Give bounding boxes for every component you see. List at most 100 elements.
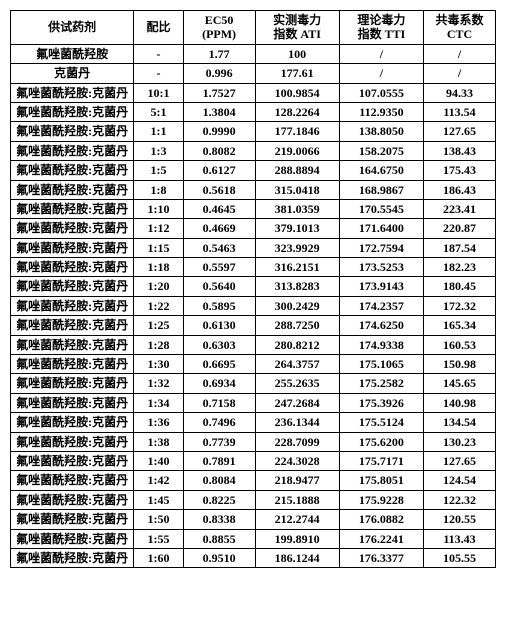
cell-drug: 氟唑菌酰羟胺:克菌丹: [11, 490, 134, 509]
cell-ec50: 0.7891: [183, 451, 255, 470]
cell-ati: 199.8910: [255, 529, 339, 548]
cell-ratio: 1:34: [134, 393, 183, 412]
table-row: 氟唑菌酰羟胺:克菌丹1:300.6695264.3757175.1065150.…: [11, 355, 496, 374]
cell-drug: 氟唑菌酰羟胺:克菌丹: [11, 141, 134, 160]
cell-ratio: 1:18: [134, 258, 183, 277]
cell-drug: 氟唑菌酰羟胺:克菌丹: [11, 199, 134, 218]
table-row: 氟唑菌酰羟胺:克菌丹1:600.9510186.1244176.3377105.…: [11, 548, 496, 567]
cell-ctc: 127.65: [424, 122, 496, 141]
cell-ati: 280.8212: [255, 335, 339, 354]
cell-ec50: 0.6695: [183, 355, 255, 374]
cell-ec50: 0.8855: [183, 529, 255, 548]
cell-tti: 173.5253: [339, 258, 423, 277]
table-row: 氟唑菌酰羟胺:克菌丹1:550.8855199.8910176.2241113.…: [11, 529, 496, 548]
cell-ec50: 0.4669: [183, 219, 255, 238]
cell-ati: 288.7250: [255, 316, 339, 335]
cell-ec50: 1.3804: [183, 102, 255, 121]
cell-tti: 175.6200: [339, 432, 423, 451]
cell-drug: 氟唑菌酰羟胺:克菌丹: [11, 374, 134, 393]
header-ratio: 配比: [134, 11, 183, 45]
table-row: 氟唑菌酰羟胺:克菌丹1:280.6303280.8212174.9338160.…: [11, 335, 496, 354]
cell-ati: 218.9477: [255, 471, 339, 490]
cell-ctc: 220.87: [424, 219, 496, 238]
header-tti: 理论毒力 指数 TTI: [339, 11, 423, 45]
cell-ati: 316.2151: [255, 258, 339, 277]
cell-tti: 172.7594: [339, 238, 423, 257]
cell-ati: 177.61: [255, 64, 339, 83]
cell-ratio: 1:50: [134, 510, 183, 529]
cell-ratio: 1:8: [134, 180, 183, 199]
cell-ati: 288.8894: [255, 161, 339, 180]
table-row: 氟唑菌酰羟胺:克菌丹1:200.5640313.8283173.9143180.…: [11, 277, 496, 296]
table-row: 氟唑菌酰羟胺:克菌丹1:500.8338212.2744176.0882120.…: [11, 510, 496, 529]
cell-ati: 255.2635: [255, 374, 339, 393]
cell-ratio: 1:55: [134, 529, 183, 548]
table-header: 供试药剂 配比 EC50 (PPM) 实测毒力 指数 ATI 理论毒力 指数 T…: [11, 11, 496, 45]
cell-ratio: 1:28: [134, 335, 183, 354]
cell-drug: 氟唑菌酰羟胺: [11, 44, 134, 63]
table-row: 氟唑菌酰羟胺:克菌丹1:400.7891224.3028175.7171127.…: [11, 451, 496, 470]
cell-ctc: 175.43: [424, 161, 496, 180]
cell-drug: 氟唑菌酰羟胺:克菌丹: [11, 219, 134, 238]
cell-ati: 300.2429: [255, 296, 339, 315]
header-tti-l1: 理论毒力: [357, 13, 405, 27]
cell-ec50: 0.8338: [183, 510, 255, 529]
header-ati-l1: 实测毒力: [273, 13, 321, 27]
table-row: 氟唑菌酰羟胺:克菌丹1:150.5463323.9929172.7594187.…: [11, 238, 496, 257]
cell-ctc: 122.32: [424, 490, 496, 509]
cell-tti: 175.2582: [339, 374, 423, 393]
cell-tti: 107.0555: [339, 83, 423, 102]
cell-ec50: 0.6130: [183, 316, 255, 335]
cell-tti: 158.2075: [339, 141, 423, 160]
cell-ratio: 1:60: [134, 548, 183, 567]
cell-ratio: 1:1: [134, 122, 183, 141]
cell-ratio: -: [134, 64, 183, 83]
cell-ratio: 1:5: [134, 161, 183, 180]
header-ctc-l2: CTC: [447, 27, 472, 41]
cell-ratio: 1:30: [134, 355, 183, 374]
cell-ec50: 1.7527: [183, 83, 255, 102]
cell-ctc: 145.65: [424, 374, 496, 393]
table-row: 氟唑菌酰羟胺:克菌丹10:11.7527100.9854107.055594.3…: [11, 83, 496, 102]
table-row: 氟唑菌酰羟胺:克菌丹1:360.7496236.1344175.5124134.…: [11, 413, 496, 432]
cell-ec50: 0.5463: [183, 238, 255, 257]
header-ati-l2: 指数 ATI: [273, 27, 320, 41]
table-row: 氟唑菌酰羟胺-1.77100//: [11, 44, 496, 63]
cell-ati: 215.1888: [255, 490, 339, 509]
table-row: 氟唑菌酰羟胺:克菌丹1:320.6934255.2635175.2582145.…: [11, 374, 496, 393]
cell-tti: 174.6250: [339, 316, 423, 335]
cell-tti: 175.8051: [339, 471, 423, 490]
cell-tti: 175.1065: [339, 355, 423, 374]
cell-ctc: /: [424, 64, 496, 83]
table-row: 氟唑菌酰羟胺:克菌丹1:10.9990177.1846138.8050127.6…: [11, 122, 496, 141]
cell-ctc: 113.54: [424, 102, 496, 121]
cell-tti: 175.7171: [339, 451, 423, 470]
cell-ati: 323.9929: [255, 238, 339, 257]
cell-ctc: 105.55: [424, 548, 496, 567]
cell-ec50: 0.8084: [183, 471, 255, 490]
cell-drug: 克菌丹: [11, 64, 134, 83]
cell-tti: 171.6400: [339, 219, 423, 238]
cell-ati: 100: [255, 44, 339, 63]
table-row: 氟唑菌酰羟胺:克菌丹5:11.3804128.2264112.9350113.5…: [11, 102, 496, 121]
cell-ec50: 0.8082: [183, 141, 255, 160]
cell-ec50: 1.77: [183, 44, 255, 63]
table-body: 氟唑菌酰羟胺-1.77100//克菌丹-0.996177.61//氟唑菌酰羟胺:…: [11, 44, 496, 568]
table-row: 氟唑菌酰羟胺:克菌丹1:30.8082219.0066158.2075138.4…: [11, 141, 496, 160]
cell-ratio: 1:3: [134, 141, 183, 160]
cell-ratio: 1:42: [134, 471, 183, 490]
cell-ec50: 0.7739: [183, 432, 255, 451]
cell-ati: 264.3757: [255, 355, 339, 374]
table-row: 氟唑菌酰羟胺:克菌丹1:220.5895300.2429174.2357172.…: [11, 296, 496, 315]
cell-tti: 173.9143: [339, 277, 423, 296]
cell-ec50: 0.7158: [183, 393, 255, 412]
cell-drug: 氟唑菌酰羟胺:克菌丹: [11, 180, 134, 199]
cell-ec50: 0.9510: [183, 548, 255, 567]
cell-ratio: 1:22: [134, 296, 183, 315]
cell-ati: 247.2684: [255, 393, 339, 412]
cell-tti: 138.8050: [339, 122, 423, 141]
cell-ctc: 120.55: [424, 510, 496, 529]
cell-ctc: 172.32: [424, 296, 496, 315]
cell-ctc: 223.41: [424, 199, 496, 218]
cell-ati: 186.1244: [255, 548, 339, 567]
